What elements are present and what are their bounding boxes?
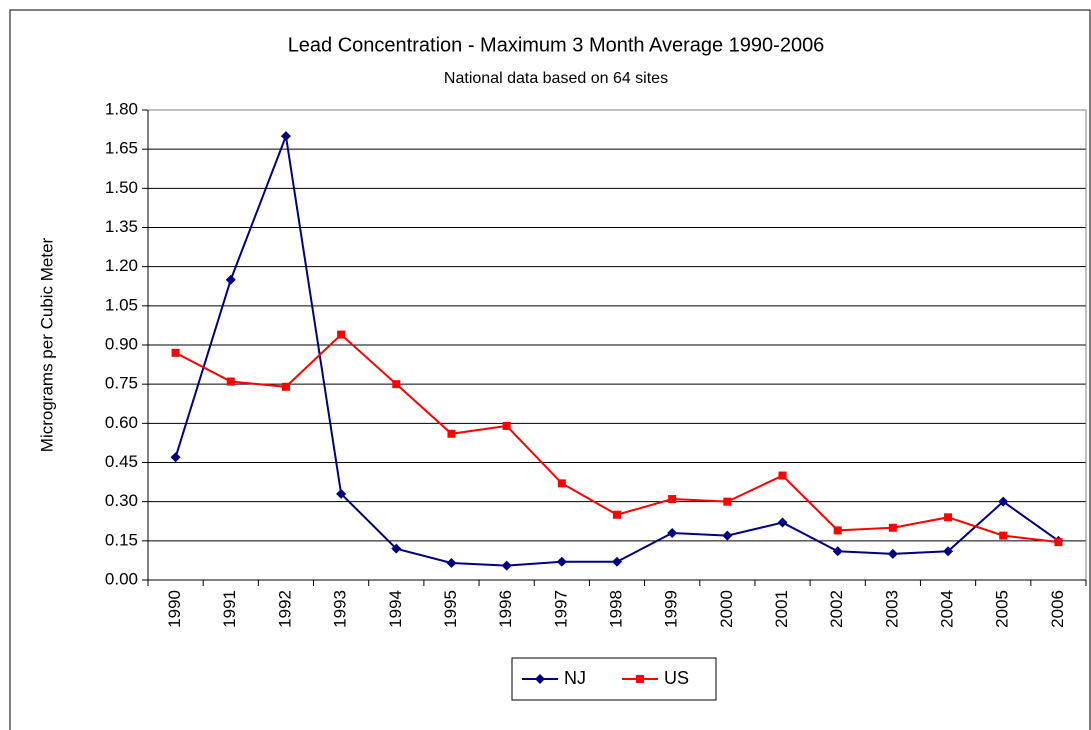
data-point <box>944 513 953 522</box>
x-tick-label: 1996 <box>496 590 515 628</box>
data-point <box>888 523 897 532</box>
y-tick-label: 1.50 <box>105 178 138 197</box>
data-point <box>999 531 1008 540</box>
x-tick-label: 2003 <box>882 590 901 628</box>
x-tick-label: 1991 <box>220 590 239 628</box>
x-tick-label: 1990 <box>165 590 184 628</box>
legend-marker <box>636 675 644 683</box>
x-tick-label: 2004 <box>938 590 957 628</box>
data-point <box>280 131 291 142</box>
y-tick-label: 1.05 <box>105 295 138 314</box>
data-point <box>446 558 457 569</box>
data-point <box>556 556 567 567</box>
data-point <box>778 471 787 480</box>
chart-border <box>9 9 1091 730</box>
x-tick-label: 1995 <box>441 590 460 628</box>
y-tick-label: 0.45 <box>105 452 138 471</box>
data-point <box>171 348 180 357</box>
data-point <box>501 560 512 571</box>
y-tick-label: 0.60 <box>105 413 138 432</box>
data-point <box>722 530 733 541</box>
data-point <box>170 452 181 463</box>
data-point <box>723 497 732 506</box>
data-point <box>833 526 842 535</box>
y-tick-label: 1.35 <box>105 217 138 236</box>
data-point <box>392 380 401 389</box>
y-tick-label: 1.65 <box>105 139 138 158</box>
x-tick-label: 1997 <box>551 590 570 628</box>
y-tick-label: 0.30 <box>105 491 138 510</box>
y-tick-label: 0.00 <box>105 569 138 588</box>
data-point <box>998 496 1009 507</box>
y-tick-label: 1.20 <box>105 256 138 275</box>
x-tick-label: 1999 <box>662 590 681 628</box>
data-point <box>281 382 290 391</box>
x-tick-label: 1992 <box>275 590 294 628</box>
data-point <box>943 546 954 557</box>
x-tick-label: 2005 <box>993 590 1012 628</box>
data-point <box>557 479 566 488</box>
x-tick-label: 2002 <box>827 590 846 628</box>
x-tick-label: 1993 <box>331 590 350 628</box>
chart-title: Lead Concentration - Maximum 3 Month Ave… <box>288 34 825 56</box>
legend-label: US <box>664 668 689 688</box>
data-point <box>1054 538 1063 547</box>
legend-marker <box>535 674 545 684</box>
y-axis-label: Micrograms per Cubic Meter <box>37 237 56 452</box>
legend-label: NJ <box>564 668 586 688</box>
x-tick-label: 2006 <box>1048 590 1067 628</box>
data-point <box>336 488 347 499</box>
data-point <box>226 377 235 386</box>
data-point <box>668 495 677 504</box>
data-point <box>337 330 346 339</box>
x-tick-label: 2001 <box>772 590 791 628</box>
data-point <box>613 510 621 519</box>
y-tick-label: 1.80 <box>105 99 138 118</box>
y-tick-label: 0.15 <box>105 530 138 549</box>
x-tick-label: 1994 <box>386 590 405 628</box>
chart-subtitle: National data based on 64 sites <box>444 70 668 87</box>
data-point <box>887 548 898 559</box>
data-point <box>832 546 843 557</box>
data-point <box>391 543 402 554</box>
y-tick-label: 0.75 <box>105 374 138 393</box>
x-tick-label: 1998 <box>606 590 625 628</box>
data-point <box>225 274 236 285</box>
x-tick-label: 2000 <box>717 590 736 628</box>
data-point <box>447 429 456 438</box>
data-point <box>667 528 678 538</box>
data-point <box>502 421 511 430</box>
y-tick-label: 0.90 <box>105 334 138 353</box>
data-point <box>612 556 622 567</box>
data-point <box>777 517 788 528</box>
